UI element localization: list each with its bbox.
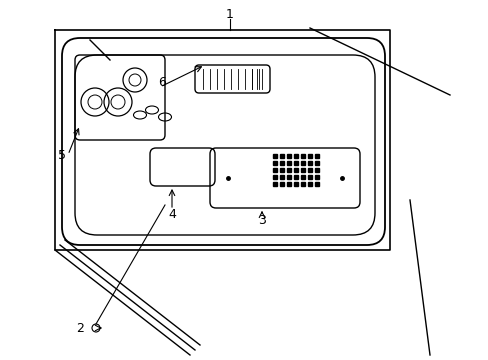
- Text: 5: 5: [58, 149, 66, 162]
- Text: 6: 6: [158, 76, 165, 89]
- Text: 2: 2: [76, 321, 84, 334]
- Text: 1: 1: [225, 8, 233, 21]
- Text: 3: 3: [258, 213, 265, 226]
- Text: 4: 4: [168, 207, 176, 220]
